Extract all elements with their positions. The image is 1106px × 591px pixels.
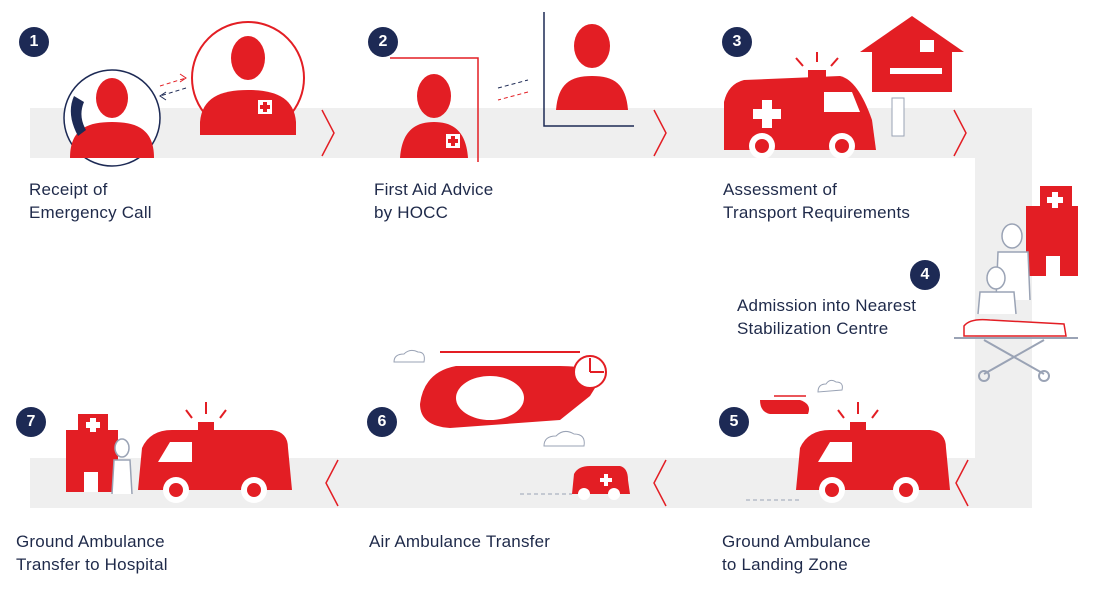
chevron-left-icon xyxy=(653,459,667,507)
ambulance-icon xyxy=(138,402,292,503)
step-6-badge: 6 xyxy=(367,407,397,437)
operator-headset-icon xyxy=(191,21,305,135)
step-4-label: Admission into Nearest Stabilization Cent… xyxy=(737,296,917,338)
ambulance-icon xyxy=(724,52,876,159)
step-7-badge: 7 xyxy=(16,407,46,437)
cloud-icon xyxy=(543,430,585,447)
step-6-label: Air Ambulance Transfer xyxy=(369,532,551,551)
chevron-right-icon xyxy=(653,109,667,157)
ambulance-icon xyxy=(572,466,630,500)
step-3-label: Assessment of Transport Requirements xyxy=(723,180,911,222)
chevron-left-icon xyxy=(325,459,339,507)
chevron-right-icon xyxy=(321,109,335,157)
helicopter-icon xyxy=(760,395,809,414)
operator-phone-icon xyxy=(63,69,161,167)
house-patient-icon xyxy=(860,16,964,137)
hospital-building-icon xyxy=(66,414,133,495)
ambulance-icon xyxy=(796,402,950,503)
chevron-right-icon xyxy=(953,109,967,157)
hospital-building-icon xyxy=(1026,186,1078,276)
step-4-badge: 4 xyxy=(910,260,940,290)
step-5-label: Ground Ambulance to Landing Zone xyxy=(722,532,871,574)
call-arrows xyxy=(159,73,187,101)
step-7-label: Ground Ambulance Transfer to Hospital xyxy=(16,532,168,574)
step-1-label: Receipt of Emergency Call xyxy=(29,180,152,222)
step-1-badge: 1 xyxy=(19,27,49,57)
helicopter-icon xyxy=(420,351,607,428)
doctor-silhouette-icon xyxy=(556,24,628,110)
operator-headset-icon xyxy=(400,74,468,158)
step-2-label: First Aid Advice by HOCC xyxy=(374,180,494,222)
doctor-frame xyxy=(390,12,634,162)
call-arrows xyxy=(497,79,529,101)
step-2-badge: 2 xyxy=(368,27,398,57)
cloud-icon xyxy=(817,379,843,393)
stretcher-icon xyxy=(954,223,1078,382)
cloud-icon xyxy=(393,349,425,363)
step-3-badge: 3 xyxy=(722,27,752,57)
step-5-badge: 5 xyxy=(719,407,749,437)
chevron-left-icon xyxy=(955,459,969,507)
